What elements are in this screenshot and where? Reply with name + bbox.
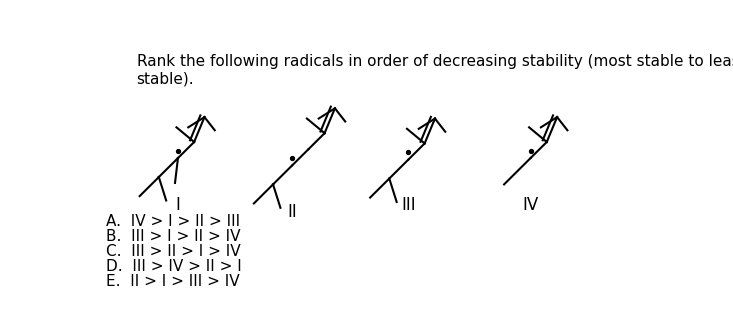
Text: I: I	[175, 196, 180, 214]
Text: B.  III > I > II > IV: B. III > I > II > IV	[106, 229, 240, 244]
Text: stable).: stable).	[136, 71, 194, 86]
Text: A.  IV > I > II > III: A. IV > I > II > III	[106, 214, 240, 229]
Text: II: II	[287, 203, 297, 221]
Text: IV: IV	[523, 196, 539, 214]
Text: C.  III > II > I > IV: C. III > II > I > IV	[106, 244, 240, 259]
Text: III: III	[401, 196, 416, 214]
Text: D.  III > IV > II > I: D. III > IV > II > I	[106, 259, 241, 274]
Text: Rank the following radicals in order of decreasing stability (most stable to lea: Rank the following radicals in order of …	[136, 54, 733, 69]
Text: E.  II > I > III > IV: E. II > I > III > IV	[106, 274, 239, 289]
